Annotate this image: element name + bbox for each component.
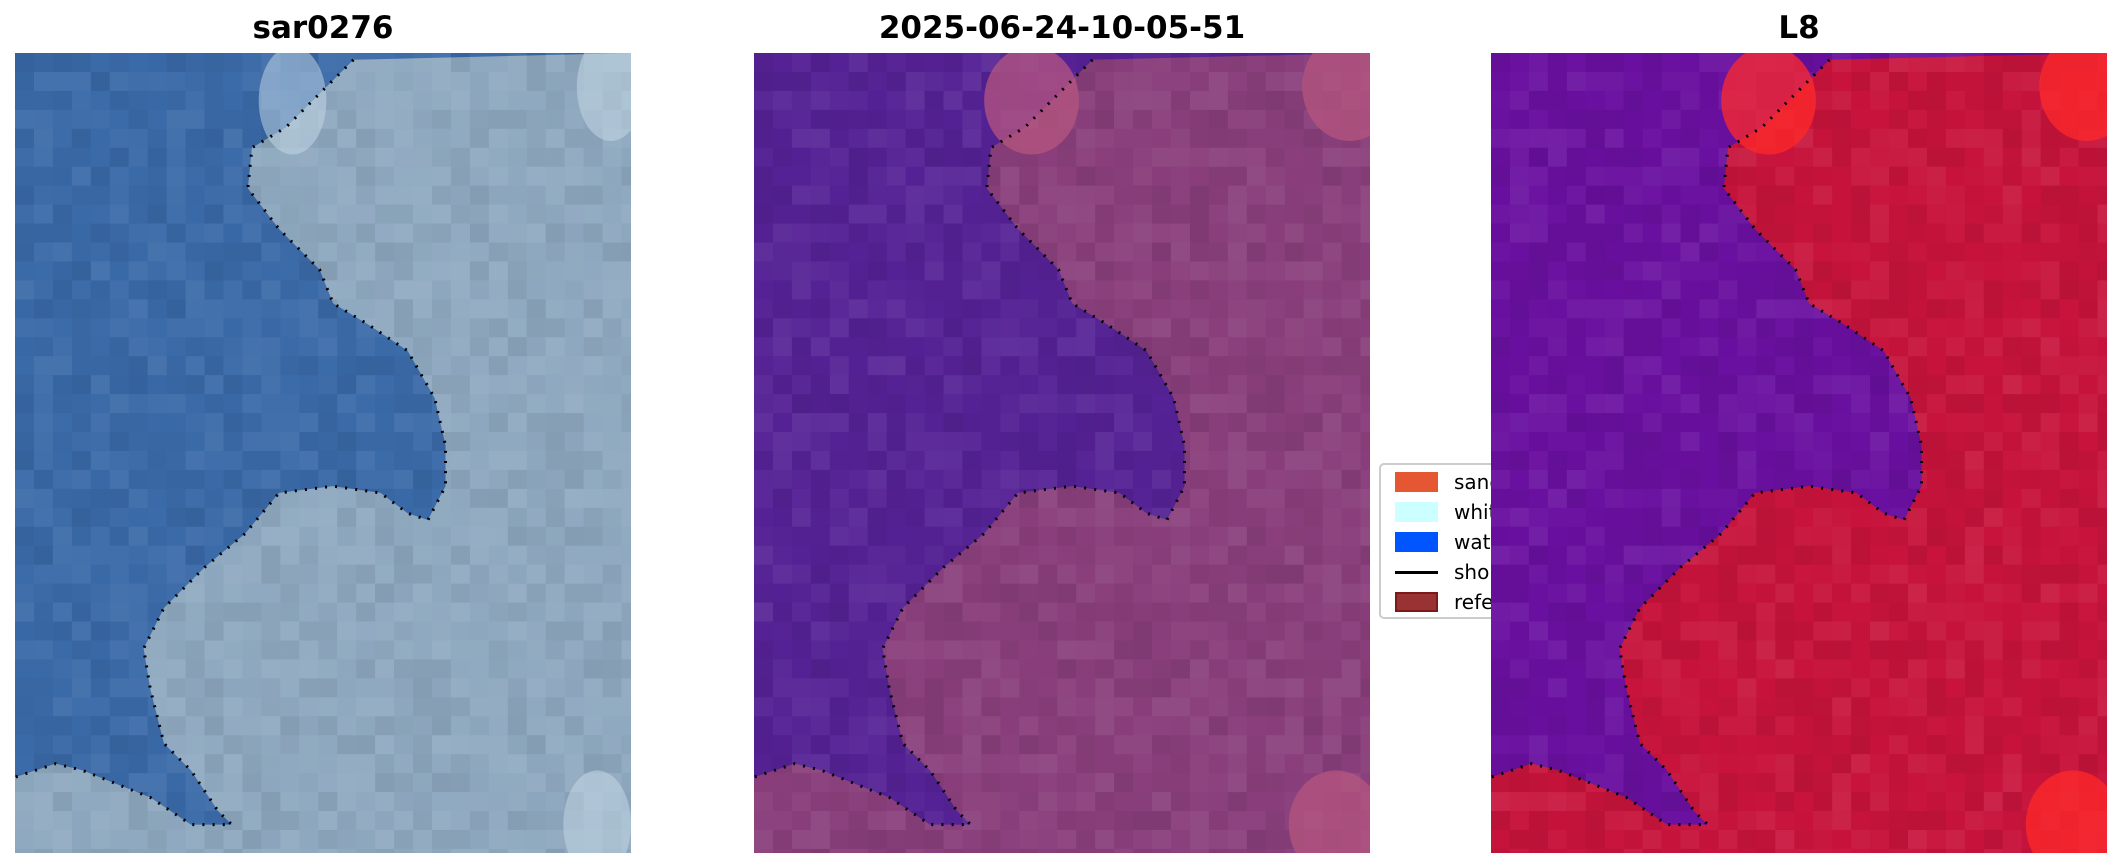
- bright-patch: [563, 770, 631, 853]
- land-region: [15, 53, 631, 853]
- legend-line: [1395, 570, 1438, 574]
- panel-satellite-image: [15, 53, 631, 853]
- bright-patch: [1721, 53, 1816, 155]
- land-region: [1491, 53, 2107, 853]
- bright-patch: [2025, 770, 2107, 853]
- bright-patch: [1302, 53, 1370, 141]
- bright-patch: [984, 53, 1079, 155]
- pixel-texture: [754, 53, 1370, 853]
- land-region: [754, 53, 1370, 853]
- pixel-texture: [15, 53, 631, 853]
- legend-swatch: [1395, 532, 1438, 552]
- bright-patch: [2039, 53, 2107, 141]
- panel-title-3: L8: [1778, 10, 1820, 46]
- pixel-texture: [1491, 53, 2107, 853]
- bright-patch: [258, 53, 327, 155]
- bright-patch: [1288, 770, 1370, 853]
- legend-swatch: [1395, 472, 1438, 492]
- panel-classified-image: [754, 53, 1370, 853]
- panel-title-2: 2025-06-24-10-05-51: [878, 10, 1246, 46]
- legend-swatch: [1395, 592, 1438, 612]
- panel-l8-image: [1491, 53, 2107, 853]
- legend-swatch: [1395, 502, 1438, 522]
- panel-title-1: sar0276: [252, 10, 394, 46]
- legend-item-sand: sand: [1395, 469, 1502, 495]
- bright-patch: [576, 53, 631, 141]
